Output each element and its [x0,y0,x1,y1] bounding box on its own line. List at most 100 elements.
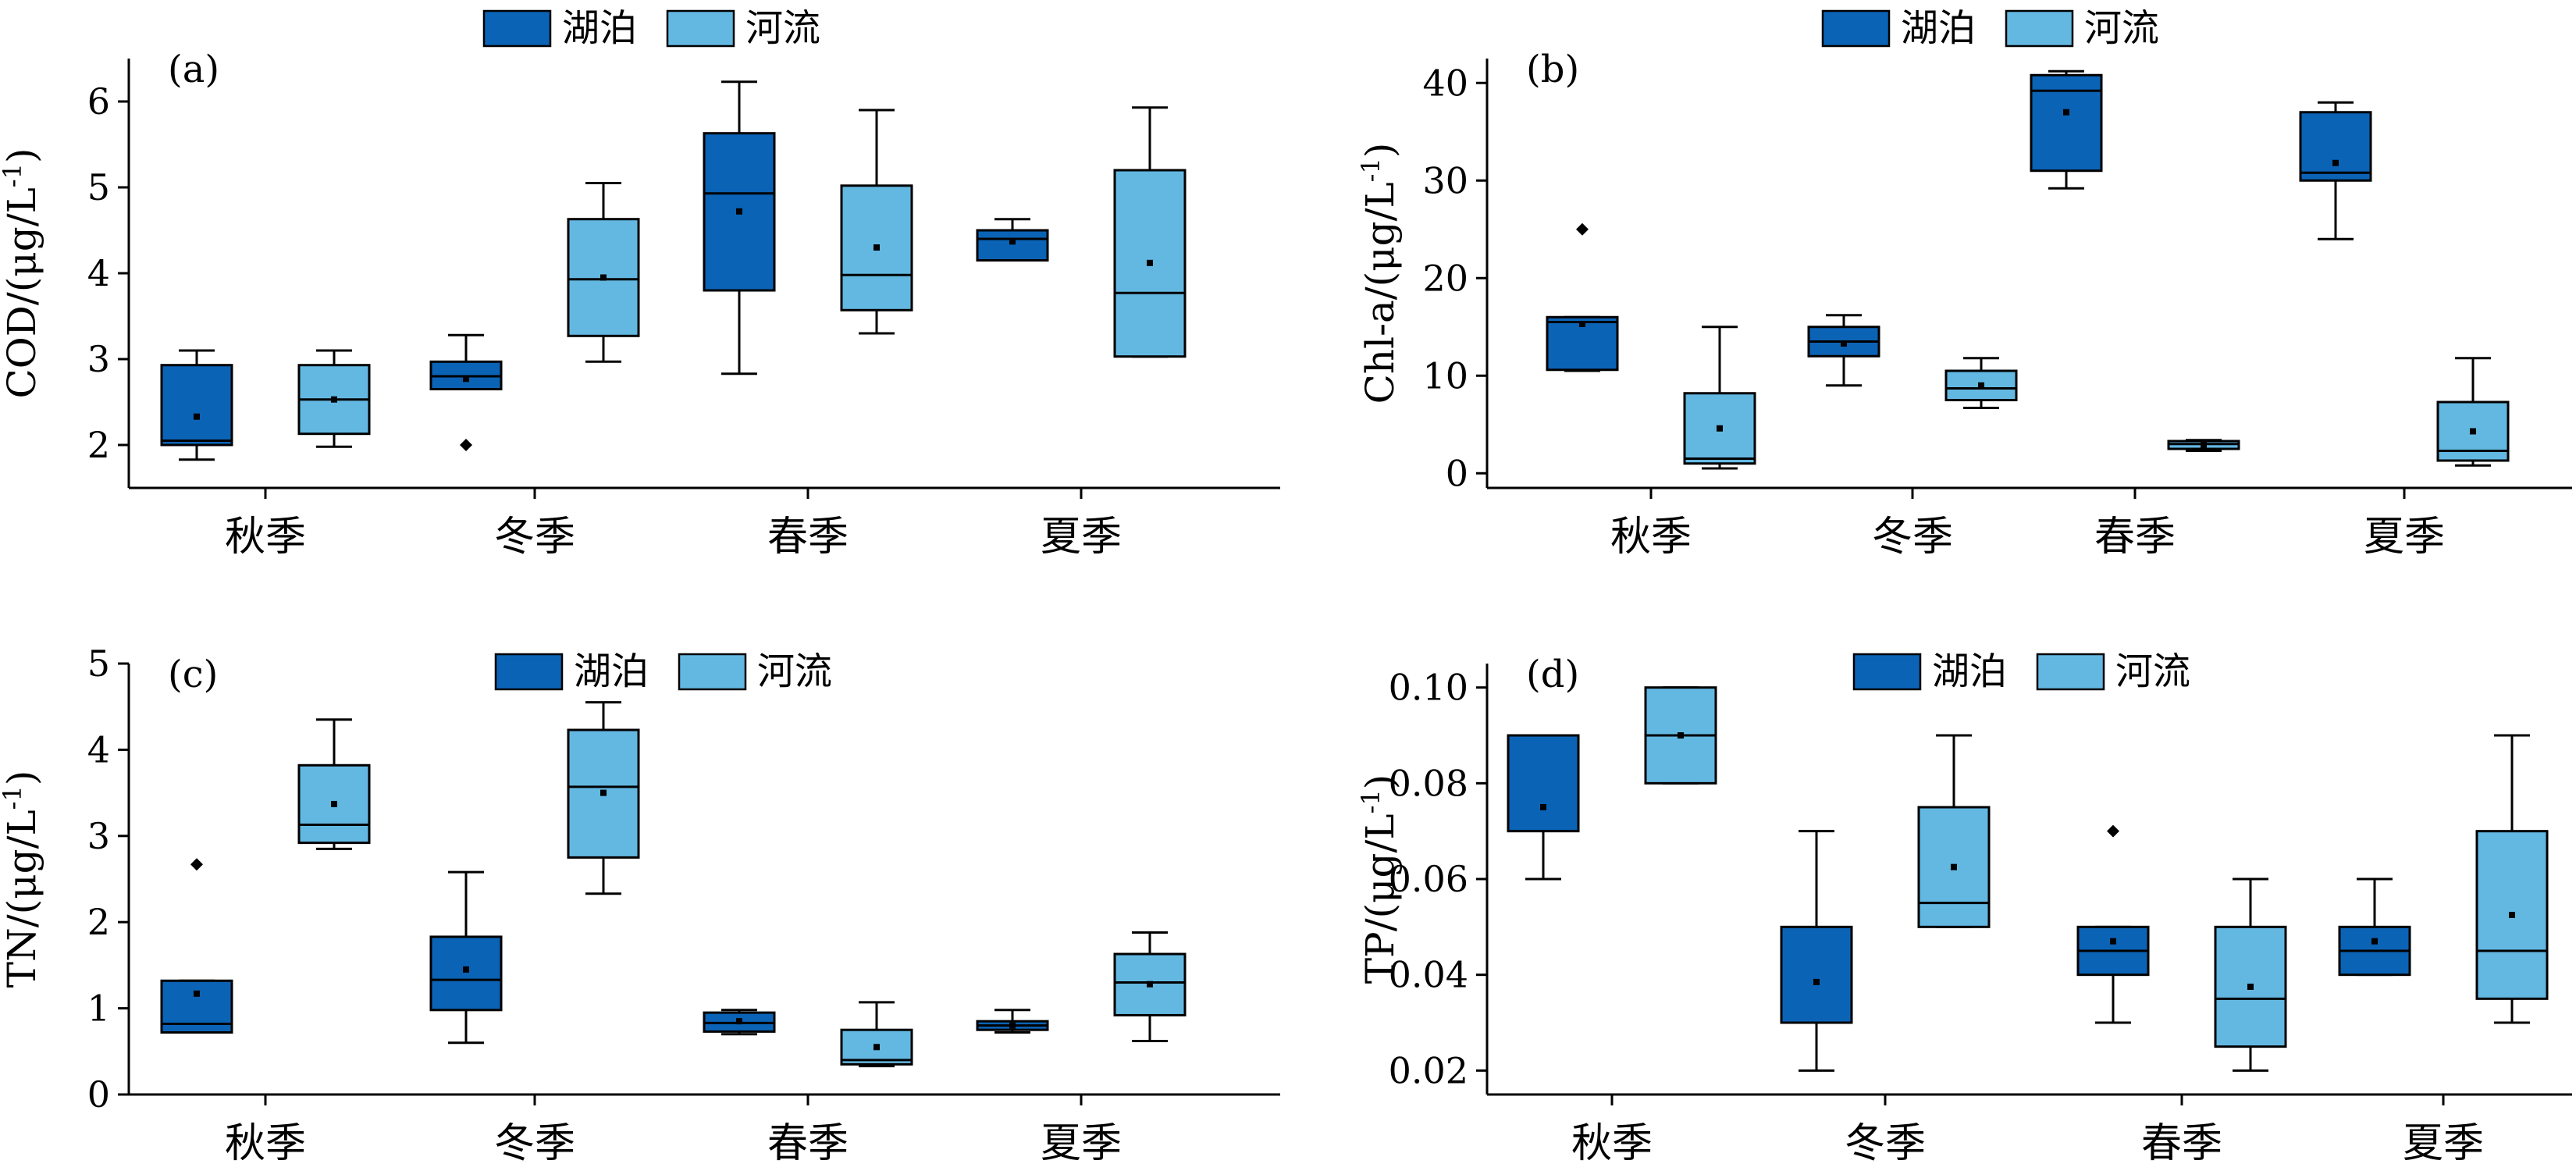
mean-marker [1147,981,1153,988]
outlier-point [460,439,472,451]
box-river [2214,877,2287,1072]
box-lake [429,333,503,451]
box-iqr [976,229,1049,262]
legend-swatch [2005,9,2074,48]
mean-marker [736,208,742,215]
mean-marker [1841,340,1847,347]
y-tick-label: 20 [1422,257,1468,299]
box-river [2167,439,2240,452]
legend-swatch [1821,9,1891,48]
box-iqr [840,1028,913,1066]
box-iqr [2299,111,2372,182]
x-tick-label: 夏季 [2364,514,2445,561]
box-lake [1507,734,1580,881]
box-lake [1780,830,1853,1072]
y-tick-label: 6 [87,80,110,123]
x-tick-label: 秋季 [1610,514,1692,561]
box-river [1917,734,1991,928]
mean-marker [1951,863,1957,870]
x-tick-label: 冬季 [494,1120,575,1167]
box-river [2436,357,2510,467]
x-tick-label: 春季 [767,1120,849,1167]
y-axis-title: TP/(μg/L-1) [1356,774,1403,984]
x-tick-label: 春季 [2141,1120,2222,1167]
y-tick-label: 0.08 [1389,762,1468,804]
legend-swatch [666,9,735,48]
legend-swatch [494,653,564,691]
mean-marker [2201,442,2207,448]
box-lake [976,218,1049,262]
legend: 湖泊 河流 [482,6,820,50]
box-iqr [1113,952,1187,1016]
y-tick-label: 40 [1422,62,1468,104]
panel-label: (b) [1526,48,1579,91]
y-tick-label: 2 [87,424,110,466]
mean-marker [1540,804,1546,810]
mean-marker [2371,938,2378,945]
box-lake [1807,314,1880,387]
mean-marker [1579,321,1585,327]
y-tick-label: 0 [87,1073,110,1116]
box-river [2475,734,2549,1024]
legend-label: 河流 [2115,650,2190,693]
box-lake [2299,101,2372,240]
box-iqr [1507,734,1580,833]
legend-label: 河流 [2084,6,2159,50]
box-river [297,718,371,850]
x-tick-label: 冬季 [494,514,575,561]
x-tick-label: 秋季 [1571,1120,1653,1167]
panel-label: (a) [168,48,219,91]
mean-marker [736,1018,742,1025]
y-tick-label: 3 [87,338,110,380]
panel-label: (c) [168,653,218,696]
y-tick-label: 0.06 [1389,858,1468,900]
outlier-point [190,858,203,871]
mean-marker [194,990,200,997]
y-tick-label: 4 [87,728,110,771]
mean-marker [600,274,607,281]
x-tick-label: 夏季 [2403,1120,2484,1167]
mean-marker [1978,382,1984,389]
legend-label: 河流 [745,6,820,50]
y-tick-label: 10 [1422,354,1468,397]
x-tick-label: 秋季 [225,514,306,561]
box-river [1644,686,1717,785]
mean-marker [2470,428,2476,435]
chart-panel-0: 2 3 4 5 6 秋季 冬季 春季 夏季 COD/(μg/L-1) (a) 湖泊 河流 [0,6,1280,561]
legend-label: 湖泊 [562,6,637,50]
box-lake [703,1009,776,1036]
x-tick-label: 秋季 [225,1120,306,1167]
box-river [567,701,640,895]
box-lake [1546,222,1619,372]
box-river [1113,931,1187,1043]
chart-panel-1: 0 10 20 30 40 秋季 冬季 春季 夏季 Chl-a/(μg/L-1) (b) 湖泊 河流 [1356,6,2572,561]
box-river [297,349,371,448]
box-lake [429,870,503,1045]
y-tick-label: 4 [87,252,110,294]
mean-marker [1813,978,1820,985]
box-river [840,1001,913,1068]
mean-marker [2509,912,2515,918]
mean-marker [1678,732,1684,739]
box-lake [160,858,233,1034]
box-lake [703,80,776,376]
box-lake [160,349,233,461]
y-tick-label: 0.10 [1389,667,1468,709]
mean-marker [331,396,337,403]
chart-panel-3: 0.02 0.04 0.06 0.08 0.10 秋季 冬季 春季 夏季 TP/(μg/L-1) (… [1356,650,2572,1167]
box-river [1683,326,1756,470]
y-tick-label: 0.04 [1389,954,1468,996]
legend: 湖泊 河流 [494,650,832,693]
mean-marker [331,800,337,807]
box-lake [976,1009,1049,1034]
y-tick-label: 1 [87,988,110,1030]
legend: 湖泊 河流 [1821,6,2159,50]
box-lake [2030,69,2103,190]
mean-marker [1717,425,1723,432]
mean-marker [1009,1022,1016,1029]
y-axis-title: TN/(μg/L-1) [0,771,44,988]
box-river [1944,357,2018,409]
x-tick-label: 春季 [767,514,849,561]
legend: 湖泊 河流 [1852,650,2190,693]
